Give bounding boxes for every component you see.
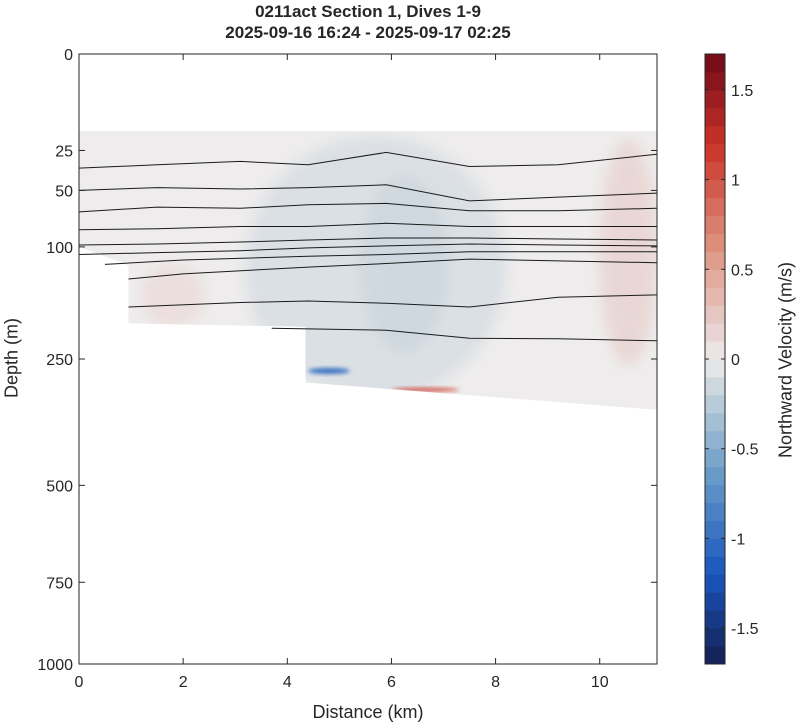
colorbar-band — [705, 107, 725, 127]
contour-line-5 — [79, 243, 657, 255]
velocity-field — [79, 131, 657, 410]
contour-line-4 — [79, 237, 657, 246]
x-tick-label: 6 — [387, 674, 396, 691]
y-tick-label: 750 — [46, 575, 73, 592]
contour-line-6 — [104, 251, 657, 265]
y-tick-label: 0 — [64, 47, 73, 64]
y-tick-label: 250 — [46, 352, 73, 369]
colorbar-band — [705, 484, 725, 504]
colorbar-band — [705, 179, 725, 199]
colorbar-tick-label: -0.5 — [731, 442, 759, 459]
colorbar-band — [705, 125, 725, 145]
colorbar-tick-label: 0 — [731, 352, 740, 369]
colorbar-tick-label: 1.5 — [731, 83, 753, 100]
colorbar-band — [705, 412, 725, 432]
contour-line-7 — [128, 258, 657, 280]
colorbar-band — [705, 448, 725, 468]
x-axis-label: Distance (km) — [312, 702, 424, 722]
y-tick-label: 50 — [55, 183, 73, 200]
y-tick-label: 500 — [46, 478, 73, 495]
chart-subtitle: 2025-09-16 16:24 - 2025-09-17 02:25 — [225, 23, 511, 42]
contour-line-0 — [79, 151, 657, 169]
x-tick-label: 4 — [283, 674, 292, 691]
colorbar-band — [705, 143, 725, 163]
colorbar-band — [705, 54, 725, 73]
colorbar-band — [705, 323, 725, 342]
contour-line-9 — [271, 327, 657, 342]
colorbar-band — [705, 215, 725, 234]
colorbar-tick-label: -1.5 — [731, 621, 759, 638]
chart-title: 0211act Section 1, Dives 1-9 — [255, 2, 481, 21]
colorbar-band — [705, 502, 725, 521]
colorbar-band — [705, 287, 725, 306]
y-tick-label: 100 — [46, 240, 73, 257]
colorbar-band — [705, 592, 725, 611]
velocity-feature-1 — [360, 176, 449, 353]
y-tick-label: 25 — [55, 143, 73, 160]
x-tick-label: 10 — [591, 674, 609, 691]
colorbar-band — [705, 341, 725, 360]
y-axis: 0 25 50 100 250 500 750 1000 — [37, 47, 657, 674]
colorbar-band — [705, 394, 725, 414]
velocity-feature-4 — [308, 368, 350, 374]
colorbar-band — [705, 197, 725, 216]
colorbar-band — [705, 376, 725, 396]
colorbar-band — [705, 646, 725, 665]
y-tick-label: 1000 — [37, 657, 73, 674]
colorbar-band — [705, 628, 725, 647]
velocity-feature-3 — [141, 265, 204, 327]
colorbar-band — [705, 233, 725, 252]
contour-line-2 — [79, 202, 657, 213]
colorbar-tick-label: 1 — [731, 173, 740, 190]
colorbar-band — [705, 359, 725, 378]
colorbar-band — [705, 430, 725, 450]
colorbar-band — [705, 556, 725, 575]
colorbar-tick-label: 0.5 — [731, 262, 753, 279]
velocity-feature-2 — [599, 140, 657, 366]
colorbar-label: Northward Velocity (m/s) — [775, 261, 796, 459]
velocity-data-region — [79, 131, 657, 410]
colorbar-band — [705, 161, 725, 181]
colorbar-band — [705, 269, 725, 288]
colorbar-tick-label: -1 — [731, 531, 745, 548]
contour-line-3 — [79, 222, 657, 231]
colorbar-band — [705, 610, 725, 629]
velocity-feature-5 — [391, 387, 460, 392]
y-axis-label: Depth (m) — [1, 317, 22, 399]
colorbar-band — [705, 71, 725, 91]
colorbar-band — [705, 574, 725, 593]
contour-line-1 — [79, 184, 657, 202]
colorbar-band — [705, 538, 725, 557]
x-axis: 0 2 4 6 8 10 — [75, 54, 609, 691]
contour-line-8 — [128, 294, 657, 308]
x-tick-label: 0 — [75, 674, 84, 691]
isopycnal-contours — [79, 151, 657, 342]
colorbar-band — [705, 305, 725, 324]
colorbar-band — [705, 89, 725, 109]
colorbar: -1.5 -1 -0.5 0 0.5 1 1.5 — [704, 53, 759, 665]
colorbar-band — [705, 251, 725, 270]
colorbar-band — [705, 520, 725, 539]
x-tick-label: 8 — [491, 674, 500, 691]
colorbar-band — [705, 466, 725, 486]
x-tick-label: 2 — [179, 674, 188, 691]
